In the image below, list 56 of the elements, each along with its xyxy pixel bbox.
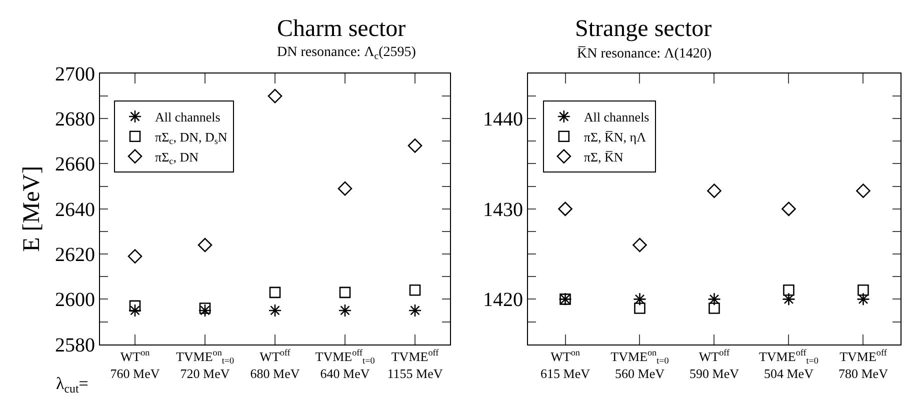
chart-subtitle: DN resonance: Λ$_{c}$(2595) [277,45,416,62]
point [708,292,721,306]
y-tick-label: 2700 [55,63,95,86]
x-tick-label: WT$^{on}$ 760 MeV [110,347,160,381]
y-tick-label: 2640 [55,198,95,221]
legend-label: πΣ$_{c}$, DN, D$_{s}$N [155,129,228,146]
point [128,304,142,318]
point [858,284,869,296]
y-tick-label: 2660 [55,154,95,176]
y-tick-label: 2580 [55,334,95,356]
point [634,302,646,314]
x-tick-label: WT$^{off}$ 590 MeV [690,347,740,381]
y-axis-title: E [MeV] [19,166,46,252]
point [782,202,796,216]
chart-subtitle: K̅N resonance: Λ(1420) [577,46,712,62]
legend-label: πΣ, K̅N, ηΛ [584,129,647,144]
point [338,181,352,196]
x-tick-label: WT$^{on}$ 615 MeV [540,347,591,381]
point [198,304,212,318]
point [198,238,212,252]
chart-title: Strange sector [575,16,712,42]
point [783,284,794,296]
point [409,284,421,296]
point [269,286,281,298]
chart-title: Charm sector [277,16,406,42]
x-tick-label: TVME$^{off}$ 1155 MeV [387,347,444,381]
point [268,304,282,318]
point [707,184,722,198]
y-tick-label: 2620 [55,244,95,266]
point [558,202,572,216]
text: λ$_{cut}$= [56,374,88,396]
y-tick-label: 1420 [483,289,523,312]
point [268,88,282,104]
point [129,300,141,312]
point [782,292,796,306]
point [199,302,211,314]
point [856,292,870,306]
point [633,292,646,306]
x-tick-label: TVME$^{off}$ 780 MeV [838,347,889,381]
legend-label: All channels [155,110,220,125]
point [856,184,870,198]
y-tick-label: 1440 [483,108,523,131]
y-tick-label: 2680 [55,108,95,131]
legend-label: All channels [584,110,650,125]
y-tick-label: 2600 [55,289,95,312]
y-tick-label: 1430 [483,198,523,221]
point [708,302,720,314]
point [632,238,647,252]
point [408,304,422,318]
legend-label: πΣ$_{c}$, DN [155,149,200,166]
point [128,249,142,264]
point [339,286,351,298]
legend-label: πΣ, K̅N [584,149,624,164]
point [408,138,422,153]
point [338,304,352,318]
x-tick-label: WT$^{off}$ 680 MeV [250,347,300,381]
